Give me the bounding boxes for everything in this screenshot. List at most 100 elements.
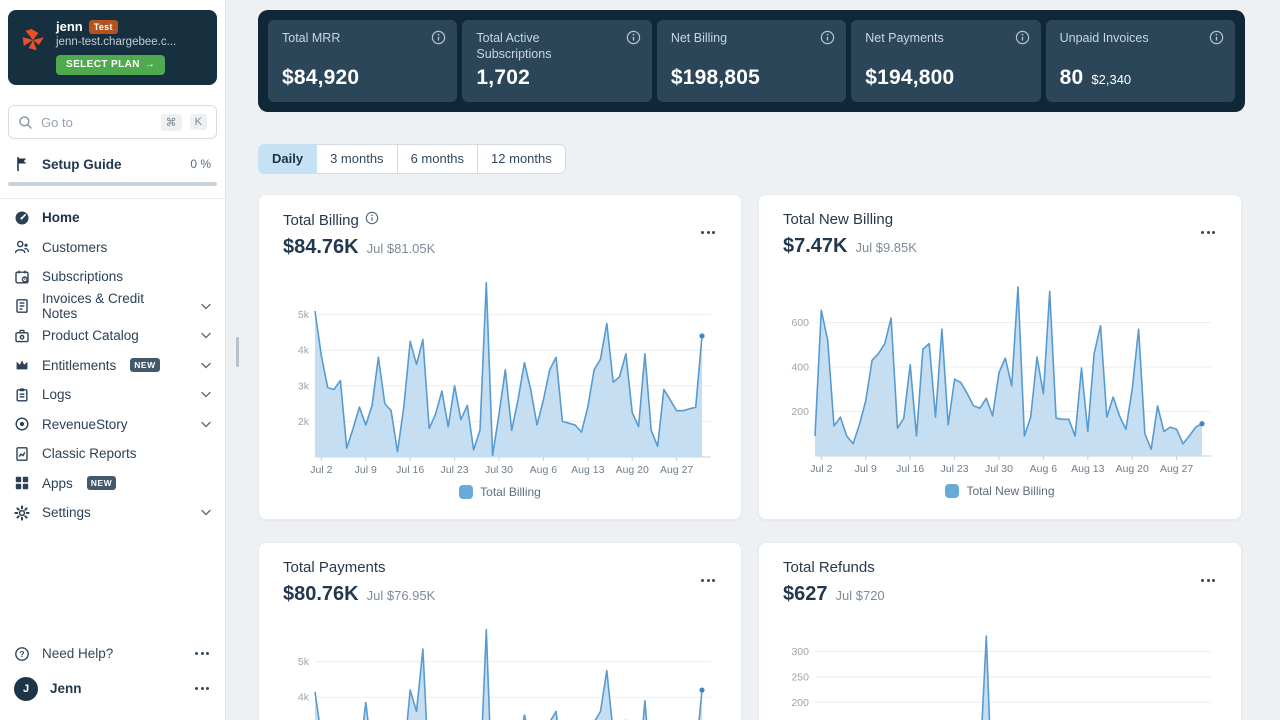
setup-guide-progress: 0 % — [190, 157, 211, 171]
sidebar-item-home[interactable]: Home — [0, 203, 225, 233]
info-icon[interactable] — [365, 211, 379, 229]
svg-text:200: 200 — [791, 406, 809, 418]
sidebar-item-label: Invoices & Credit Notes — [42, 291, 145, 322]
svg-text:Jul 16: Jul 16 — [896, 463, 924, 475]
period-tabs: Daily 3 months 6 months 12 months — [258, 144, 566, 174]
setup-guide[interactable]: Setup Guide 0 % — [0, 156, 225, 172]
home-gauge-icon — [14, 210, 30, 226]
svg-text:5k: 5k — [298, 309, 310, 321]
svg-text:Aug 13: Aug 13 — [571, 464, 604, 476]
invoices-icon — [14, 298, 30, 314]
chevron-down-icon — [201, 421, 211, 428]
help-menu-kebab-icon[interactable] — [193, 648, 211, 659]
svg-text:4k: 4k — [298, 345, 310, 357]
need-help-item[interactable]: ? Need Help? — [14, 636, 211, 671]
svg-text:2k: 2k — [298, 416, 310, 428]
info-icon[interactable] — [1015, 30, 1030, 45]
svg-text:Jul 9: Jul 9 — [355, 464, 377, 476]
sidebar-footer: ? Need Help? J Jenn — [0, 636, 225, 720]
metric-card-total-mrr[interactable]: Total MRR $84,920 — [268, 20, 458, 102]
svg-text:Jul 16: Jul 16 — [396, 464, 424, 476]
sidebar-menu: Home Customers Subscriptions Invoices & … — [0, 203, 225, 528]
account-name: jenn — [56, 19, 83, 34]
svg-text:Aug 27: Aug 27 — [1160, 463, 1193, 475]
chart-legend[interactable]: Total New Billing — [783, 484, 1217, 498]
chart-menu-kebab-icon[interactable] — [1199, 227, 1217, 238]
user-profile-item[interactable]: J Jenn — [14, 671, 211, 706]
sidebar-item-invoices-and-credit-notes[interactable]: Invoices & Credit Notes — [0, 291, 225, 322]
user-menu-kebab-icon[interactable] — [193, 683, 211, 694]
svg-text:600: 600 — [791, 317, 809, 329]
legend-swatch — [459, 485, 474, 499]
metric-card-total-active-subscriptions[interactable]: Total Active Subscriptions 1,702 — [462, 20, 652, 102]
svg-text:Jul 30: Jul 30 — [985, 463, 1013, 475]
tab-6-months[interactable]: 6 months — [396, 144, 479, 174]
product-catalog-icon — [14, 328, 30, 344]
account-card[interactable]: jenn Test jenn-test.chargebee.c... SELEC… — [8, 10, 217, 85]
new-badge: NEW — [86, 476, 117, 491]
metric-card-net-billing[interactable]: Net Billing $198,805 — [656, 20, 847, 102]
sidebar-item-settings[interactable]: Settings — [0, 498, 225, 528]
sidebar-item-entitlements[interactable]: Entitlements NEW — [0, 351, 225, 381]
sidebar-scrollbar-thumb[interactable] — [236, 337, 239, 367]
new-badge: NEW — [130, 358, 160, 373]
sidebar-item-revenuestory[interactable]: RevenueStory — [0, 410, 225, 440]
tab-12-months[interactable]: 12 months — [477, 144, 566, 174]
info-icon[interactable] — [431, 30, 446, 45]
sidebar-item-label: Customers — [42, 239, 108, 255]
chart-card-total-refunds: Total Refunds $627 Jul $720 501001502002… — [758, 542, 1242, 720]
svg-text:Jul 23: Jul 23 — [441, 464, 469, 476]
chart-card-total-billing: Total Billing $84.76K Jul $81.05K 2k 3 — [258, 194, 742, 520]
svg-text:?: ? — [19, 649, 24, 659]
select-plan-button[interactable]: SELECT PLAN → — [56, 55, 166, 75]
k-key-badge: K — [189, 114, 207, 130]
info-icon[interactable] — [1209, 30, 1224, 45]
chart-menu-kebab-icon[interactable] — [1199, 575, 1217, 586]
arrow-right-icon: → — [144, 59, 156, 70]
user-name: Jenn — [50, 681, 82, 696]
flag-icon — [17, 156, 27, 172]
sidebar-item-subscriptions[interactable]: Subscriptions — [0, 262, 225, 292]
goto-search-input[interactable]: Go to ⌘ K — [8, 105, 217, 139]
sidebar-divider — [0, 198, 225, 199]
sidebar-item-label: Classic Reports — [42, 446, 137, 462]
metric-card-unpaid-invoices[interactable]: Unpaid Invoices 80 $2,340 — [1045, 20, 1236, 102]
search-placeholder: Go to — [41, 114, 73, 130]
account-domain: jenn-test.chargebee.c... — [56, 36, 177, 48]
chargebee-logo-icon — [22, 28, 44, 51]
chart-legend[interactable]: Total Billing — [283, 485, 717, 499]
sidebar-item-product-catalog[interactable]: Product Catalog — [0, 321, 225, 351]
sidebar-item-label: Product Catalog — [42, 328, 139, 344]
test-environment-badge: Test — [88, 19, 118, 34]
svg-text:300: 300 — [791, 646, 809, 658]
info-icon[interactable] — [626, 30, 641, 45]
chevron-down-icon — [201, 391, 211, 398]
help-icon: ? — [15, 646, 29, 661]
svg-text:400: 400 — [791, 362, 809, 374]
svg-text:4k: 4k — [298, 692, 310, 704]
sidebar-item-label: Entitlements — [42, 357, 117, 373]
logs-icon — [14, 387, 30, 403]
sidebar-item-label: Home — [42, 210, 80, 226]
info-icon[interactable] — [820, 30, 835, 45]
sidebar-item-logs[interactable]: Logs — [0, 380, 225, 410]
sidebar-item-classic-reports[interactable]: Classic Reports — [0, 439, 225, 469]
tab-3-months[interactable]: 3 months — [316, 144, 398, 174]
metric-card-net-payments[interactable]: Net Payments $194,800 — [851, 20, 1041, 102]
metrics-summary-bar: Total MRR $84,920 Total Active Subscript… — [258, 10, 1245, 112]
chart-menu-kebab-icon[interactable] — [699, 227, 717, 238]
entitlements-icon — [14, 357, 30, 373]
svg-text:250: 250 — [791, 671, 809, 683]
svg-text:200: 200 — [791, 697, 809, 709]
chart-card-total-new-billing: Total New Billing $7.47K Jul $9.85K 200 4… — [758, 194, 1242, 520]
chart-menu-kebab-icon[interactable] — [699, 575, 717, 586]
sidebar-item-customers[interactable]: Customers — [0, 233, 225, 263]
chart-card-total-payments: Total Payments $80.76K Jul $76.95K 2k3k4… — [258, 542, 742, 720]
sidebar-item-apps[interactable]: Apps NEW — [0, 469, 225, 499]
svg-text:Jul 2: Jul 2 — [310, 464, 332, 476]
charts-grid: Total Billing $84.76K Jul $81.05K 2k 3 — [258, 194, 1280, 720]
svg-text:Jul 2: Jul 2 — [810, 463, 832, 475]
tab-daily[interactable]: Daily — [258, 144, 318, 174]
svg-text:Aug 27: Aug 27 — [660, 464, 693, 476]
